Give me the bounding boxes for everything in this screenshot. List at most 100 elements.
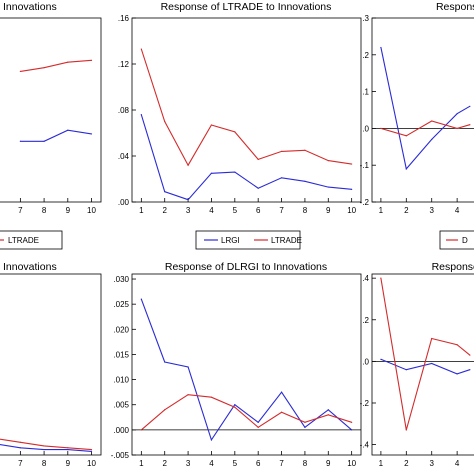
- data-point: [234, 404, 236, 406]
- data-point: [304, 421, 306, 423]
- x-tick-label: 2: [162, 459, 167, 468]
- data-point: [405, 429, 407, 431]
- y-tick-label: .4: [362, 274, 369, 283]
- y-tick-label: .2: [362, 316, 369, 325]
- plot-frame: [131, 17, 362, 203]
- panel-bottom-right: Response of I -.4 -.2 .0 .2 .4 1 2 3 4: [360, 261, 474, 468]
- legend-label: LTRADE: [271, 236, 302, 245]
- x-tick-label: 10: [347, 206, 356, 215]
- data-point: [380, 358, 382, 360]
- panel-top-left: to Innovations 7 8 9 10 LTRADE: [0, 1, 102, 250]
- x-tick-label: 9: [326, 459, 331, 468]
- x-tick-label: 10: [347, 459, 356, 468]
- series-line-2: [140, 394, 352, 431]
- legend-label: LRGI: [221, 236, 240, 245]
- data-point: [19, 447, 21, 449]
- x-tick-label: 3: [429, 206, 434, 215]
- chart-title: Response o: [436, 1, 474, 13]
- data-point: [456, 373, 458, 375]
- data-point: [351, 188, 353, 190]
- x-tick-label: 8: [303, 206, 308, 215]
- data-point: [90, 133, 93, 135]
- data-point: [140, 429, 142, 431]
- data-point: [327, 414, 329, 416]
- data-point: [257, 421, 259, 423]
- plot-frame: [371, 273, 474, 456]
- x-tick-label: 6: [256, 206, 261, 215]
- data-point: [187, 164, 189, 166]
- plot-frame: [0, 17, 102, 203]
- y-tick-label: .16: [118, 14, 130, 23]
- data-point: [90, 450, 93, 452]
- series-line-1: [140, 114, 352, 201]
- data-point: [257, 158, 259, 161]
- data-point: [210, 124, 213, 126]
- x-tick-label: 7: [279, 459, 284, 468]
- y-tick-label: .0: [362, 124, 369, 133]
- x-tick-label: 3: [186, 459, 191, 468]
- data-point: [210, 172, 213, 174]
- y-tick-label: .015: [113, 350, 129, 359]
- data-point: [43, 448, 45, 451]
- chart-title: to Innovations: [0, 261, 57, 273]
- y-tick-label: .04: [118, 152, 130, 161]
- data-point: [234, 406, 236, 408]
- panel-top-right: Response o -.2 -.1 .0 .1 .2 .3 1 2 3 4 D: [360, 1, 474, 250]
- data-point: [140, 298, 142, 300]
- plot-frame: [0, 273, 102, 456]
- data-point: [351, 163, 353, 165]
- x-tick-label: 8: [303, 459, 308, 468]
- x-tick-label: 4: [455, 459, 460, 468]
- x-tick-label: 8: [42, 459, 47, 468]
- y-tick-label: .000: [113, 426, 129, 435]
- data-point: [257, 187, 259, 189]
- legend-box: [0, 230, 63, 250]
- data-point: [164, 191, 166, 193]
- x-tick-label: 2: [404, 459, 409, 468]
- data-point: [43, 445, 45, 447]
- y-tick-label: .2: [362, 51, 369, 60]
- x-tick-label: 2: [404, 206, 409, 215]
- x-tick-label: 4: [209, 459, 214, 468]
- data-point: [456, 127, 458, 129]
- data-point: [431, 120, 433, 122]
- data-point: [469, 369, 471, 371]
- x-tick-label: 6: [256, 459, 261, 468]
- data-point: [140, 48, 142, 50]
- data-point: [210, 396, 213, 398]
- y-tick-label: .025: [113, 300, 129, 309]
- y-tick-label: .3: [362, 14, 369, 23]
- data-point: [234, 131, 236, 133]
- x-tick-label: 4: [455, 206, 460, 215]
- y-tick-label: .00: [118, 198, 130, 207]
- x-tick-label: 10: [87, 206, 96, 215]
- data-point: [380, 127, 382, 129]
- data-point: [469, 354, 471, 356]
- x-tick-label: 9: [66, 459, 71, 468]
- y-tick-label: -.1: [360, 161, 370, 170]
- series-line-2: [20, 59, 92, 72]
- x-tick-label: 3: [429, 459, 434, 468]
- data-point: [164, 409, 166, 411]
- data-point: [187, 199, 189, 201]
- series-line-2: [0, 438, 92, 451]
- data-point: [327, 186, 329, 188]
- x-tick-label: 7: [279, 206, 284, 215]
- data-point: [280, 150, 283, 152]
- y-tick-label: .12: [118, 60, 130, 69]
- x-tick-label: 4: [209, 206, 214, 215]
- y-tick-label: -.2: [360, 198, 370, 207]
- series-line-1: [0, 444, 92, 452]
- panel-bottom-middle: Response of DLRGI to Innovations -.005 .00…: [111, 261, 362, 468]
- x-tick-label: 1: [379, 206, 384, 215]
- data-point: [351, 429, 353, 431]
- data-point: [67, 61, 69, 63]
- x-tick-label: 3: [186, 206, 191, 215]
- x-tick-label: 1: [139, 459, 144, 468]
- data-point: [431, 337, 433, 340]
- y-tick-label: -.2: [360, 399, 370, 408]
- x-tick-label: 5: [233, 459, 238, 468]
- x-tick-label: 7: [18, 459, 23, 468]
- x-tick-label: 1: [139, 206, 144, 215]
